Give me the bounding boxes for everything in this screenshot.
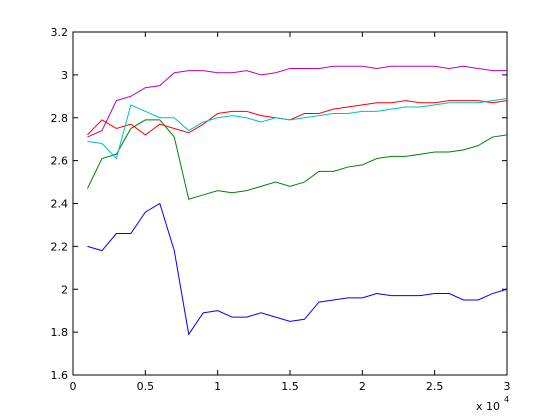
x-tick-label: 1.5 bbox=[281, 380, 299, 393]
x-tick-label: 2.5 bbox=[426, 380, 444, 393]
x-tick-label: 0.5 bbox=[137, 380, 155, 393]
y-tick-label: 1.6 bbox=[51, 369, 69, 382]
y-tick-label: 2 bbox=[61, 283, 68, 296]
x-multiplier-exponent: 4 bbox=[504, 395, 509, 404]
plot-box bbox=[72, 31, 508, 376]
x-tick-label: 3 bbox=[504, 380, 511, 393]
x-multiplier: x 10 bbox=[476, 400, 500, 413]
y-tick-label: 3 bbox=[61, 69, 68, 82]
x-tick-label: 0 bbox=[70, 380, 77, 393]
series-line bbox=[87, 119, 508, 200]
series-line bbox=[87, 65, 507, 138]
y-tick-label: 1.8 bbox=[51, 326, 69, 339]
y-tick-label: 2.2 bbox=[51, 240, 69, 253]
y-tick-label: 3.2 bbox=[51, 26, 69, 39]
y-tick-label: 2.6 bbox=[51, 155, 69, 168]
x-tick-label: 1 bbox=[214, 380, 221, 393]
y-tick-label: 2.4 bbox=[51, 198, 69, 211]
series-line bbox=[87, 202, 508, 336]
x-tick-label: 2 bbox=[359, 380, 366, 393]
y-tick-label: 2.8 bbox=[51, 112, 69, 125]
series-line bbox=[87, 100, 508, 136]
series-line bbox=[87, 97, 508, 160]
